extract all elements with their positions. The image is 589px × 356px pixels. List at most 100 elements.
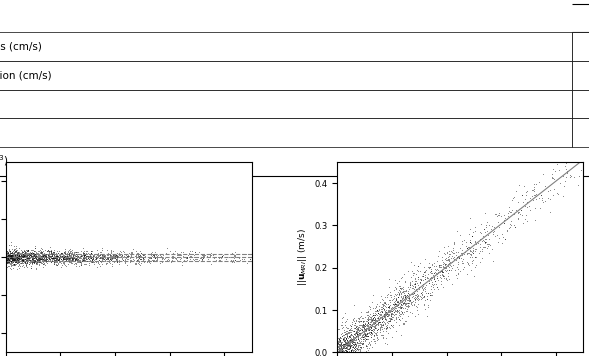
Point	[152, 252, 161, 258]
Point	[395, 298, 405, 304]
Point	[469, 273, 478, 279]
Point	[434, 270, 443, 276]
Point	[168, 255, 178, 261]
Point	[436, 262, 446, 268]
Point	[482, 228, 491, 234]
Point	[55, 251, 65, 257]
Point	[490, 211, 499, 217]
Point	[380, 321, 389, 327]
Point	[56, 251, 65, 256]
Point	[80, 253, 89, 259]
Point	[507, 222, 516, 228]
Point	[28, 258, 38, 263]
Point	[379, 311, 388, 316]
Point	[408, 302, 417, 308]
Point	[342, 342, 352, 348]
Point	[12, 254, 22, 260]
Point	[403, 290, 413, 295]
Point	[391, 308, 401, 314]
Point	[392, 299, 402, 305]
Point	[51, 252, 61, 258]
Point	[340, 350, 349, 355]
Point	[389, 305, 398, 311]
Point	[394, 300, 403, 305]
Point	[359, 336, 368, 342]
Point	[127, 258, 136, 264]
Point	[362, 330, 372, 336]
Point	[345, 345, 354, 350]
Point	[86, 260, 95, 265]
Point	[19, 253, 28, 258]
Point	[465, 255, 475, 260]
Point	[48, 249, 58, 255]
Point	[4, 250, 13, 256]
Point	[411, 292, 421, 298]
Point	[38, 248, 48, 253]
Point	[8, 252, 18, 257]
Point	[31, 258, 41, 263]
Point	[447, 249, 456, 255]
Point	[336, 341, 346, 346]
Point	[132, 257, 141, 263]
Point	[99, 256, 108, 261]
Point	[364, 325, 373, 330]
Point	[358, 315, 368, 321]
Point	[42, 255, 51, 260]
Point	[89, 252, 98, 258]
Point	[514, 182, 523, 188]
Point	[458, 250, 467, 256]
Point	[348, 341, 357, 346]
Point	[449, 256, 458, 262]
Point	[388, 314, 398, 320]
Point	[211, 254, 221, 260]
Point	[8, 256, 18, 261]
Point	[410, 286, 419, 292]
Point	[468, 248, 478, 253]
Point	[39, 256, 48, 262]
Point	[44, 255, 54, 261]
Point	[478, 247, 487, 252]
Point	[470, 248, 479, 254]
Point	[393, 304, 403, 309]
Point	[397, 298, 406, 304]
Point	[337, 349, 346, 354]
Point	[128, 256, 137, 262]
Point	[378, 303, 387, 309]
Point	[431, 267, 440, 272]
Point	[92, 255, 102, 261]
Point	[143, 258, 153, 264]
Point	[391, 297, 401, 303]
Point	[22, 252, 32, 258]
Point	[341, 335, 350, 341]
Point	[409, 290, 419, 296]
Point	[422, 293, 432, 299]
Point	[12, 257, 22, 263]
Point	[385, 309, 394, 314]
Point	[61, 255, 71, 261]
Point	[44, 249, 54, 255]
Point	[42, 256, 52, 262]
Point	[340, 329, 350, 335]
Point	[32, 256, 42, 262]
Point	[479, 237, 488, 243]
Point	[87, 255, 96, 261]
Point	[135, 256, 145, 262]
Point	[337, 333, 346, 339]
Point	[14, 252, 24, 258]
Point	[34, 258, 44, 263]
Point	[28, 260, 37, 266]
Point	[22, 255, 32, 261]
Point	[352, 342, 361, 348]
Point	[27, 252, 36, 257]
Point	[333, 341, 342, 346]
Point	[34, 259, 43, 265]
Point	[376, 311, 386, 317]
Point	[112, 250, 122, 256]
Point	[15, 254, 24, 260]
Point	[2, 253, 12, 258]
Point	[28, 256, 37, 262]
Point	[368, 319, 378, 325]
Point	[13, 255, 22, 261]
Point	[365, 307, 375, 312]
Point	[463, 261, 472, 266]
